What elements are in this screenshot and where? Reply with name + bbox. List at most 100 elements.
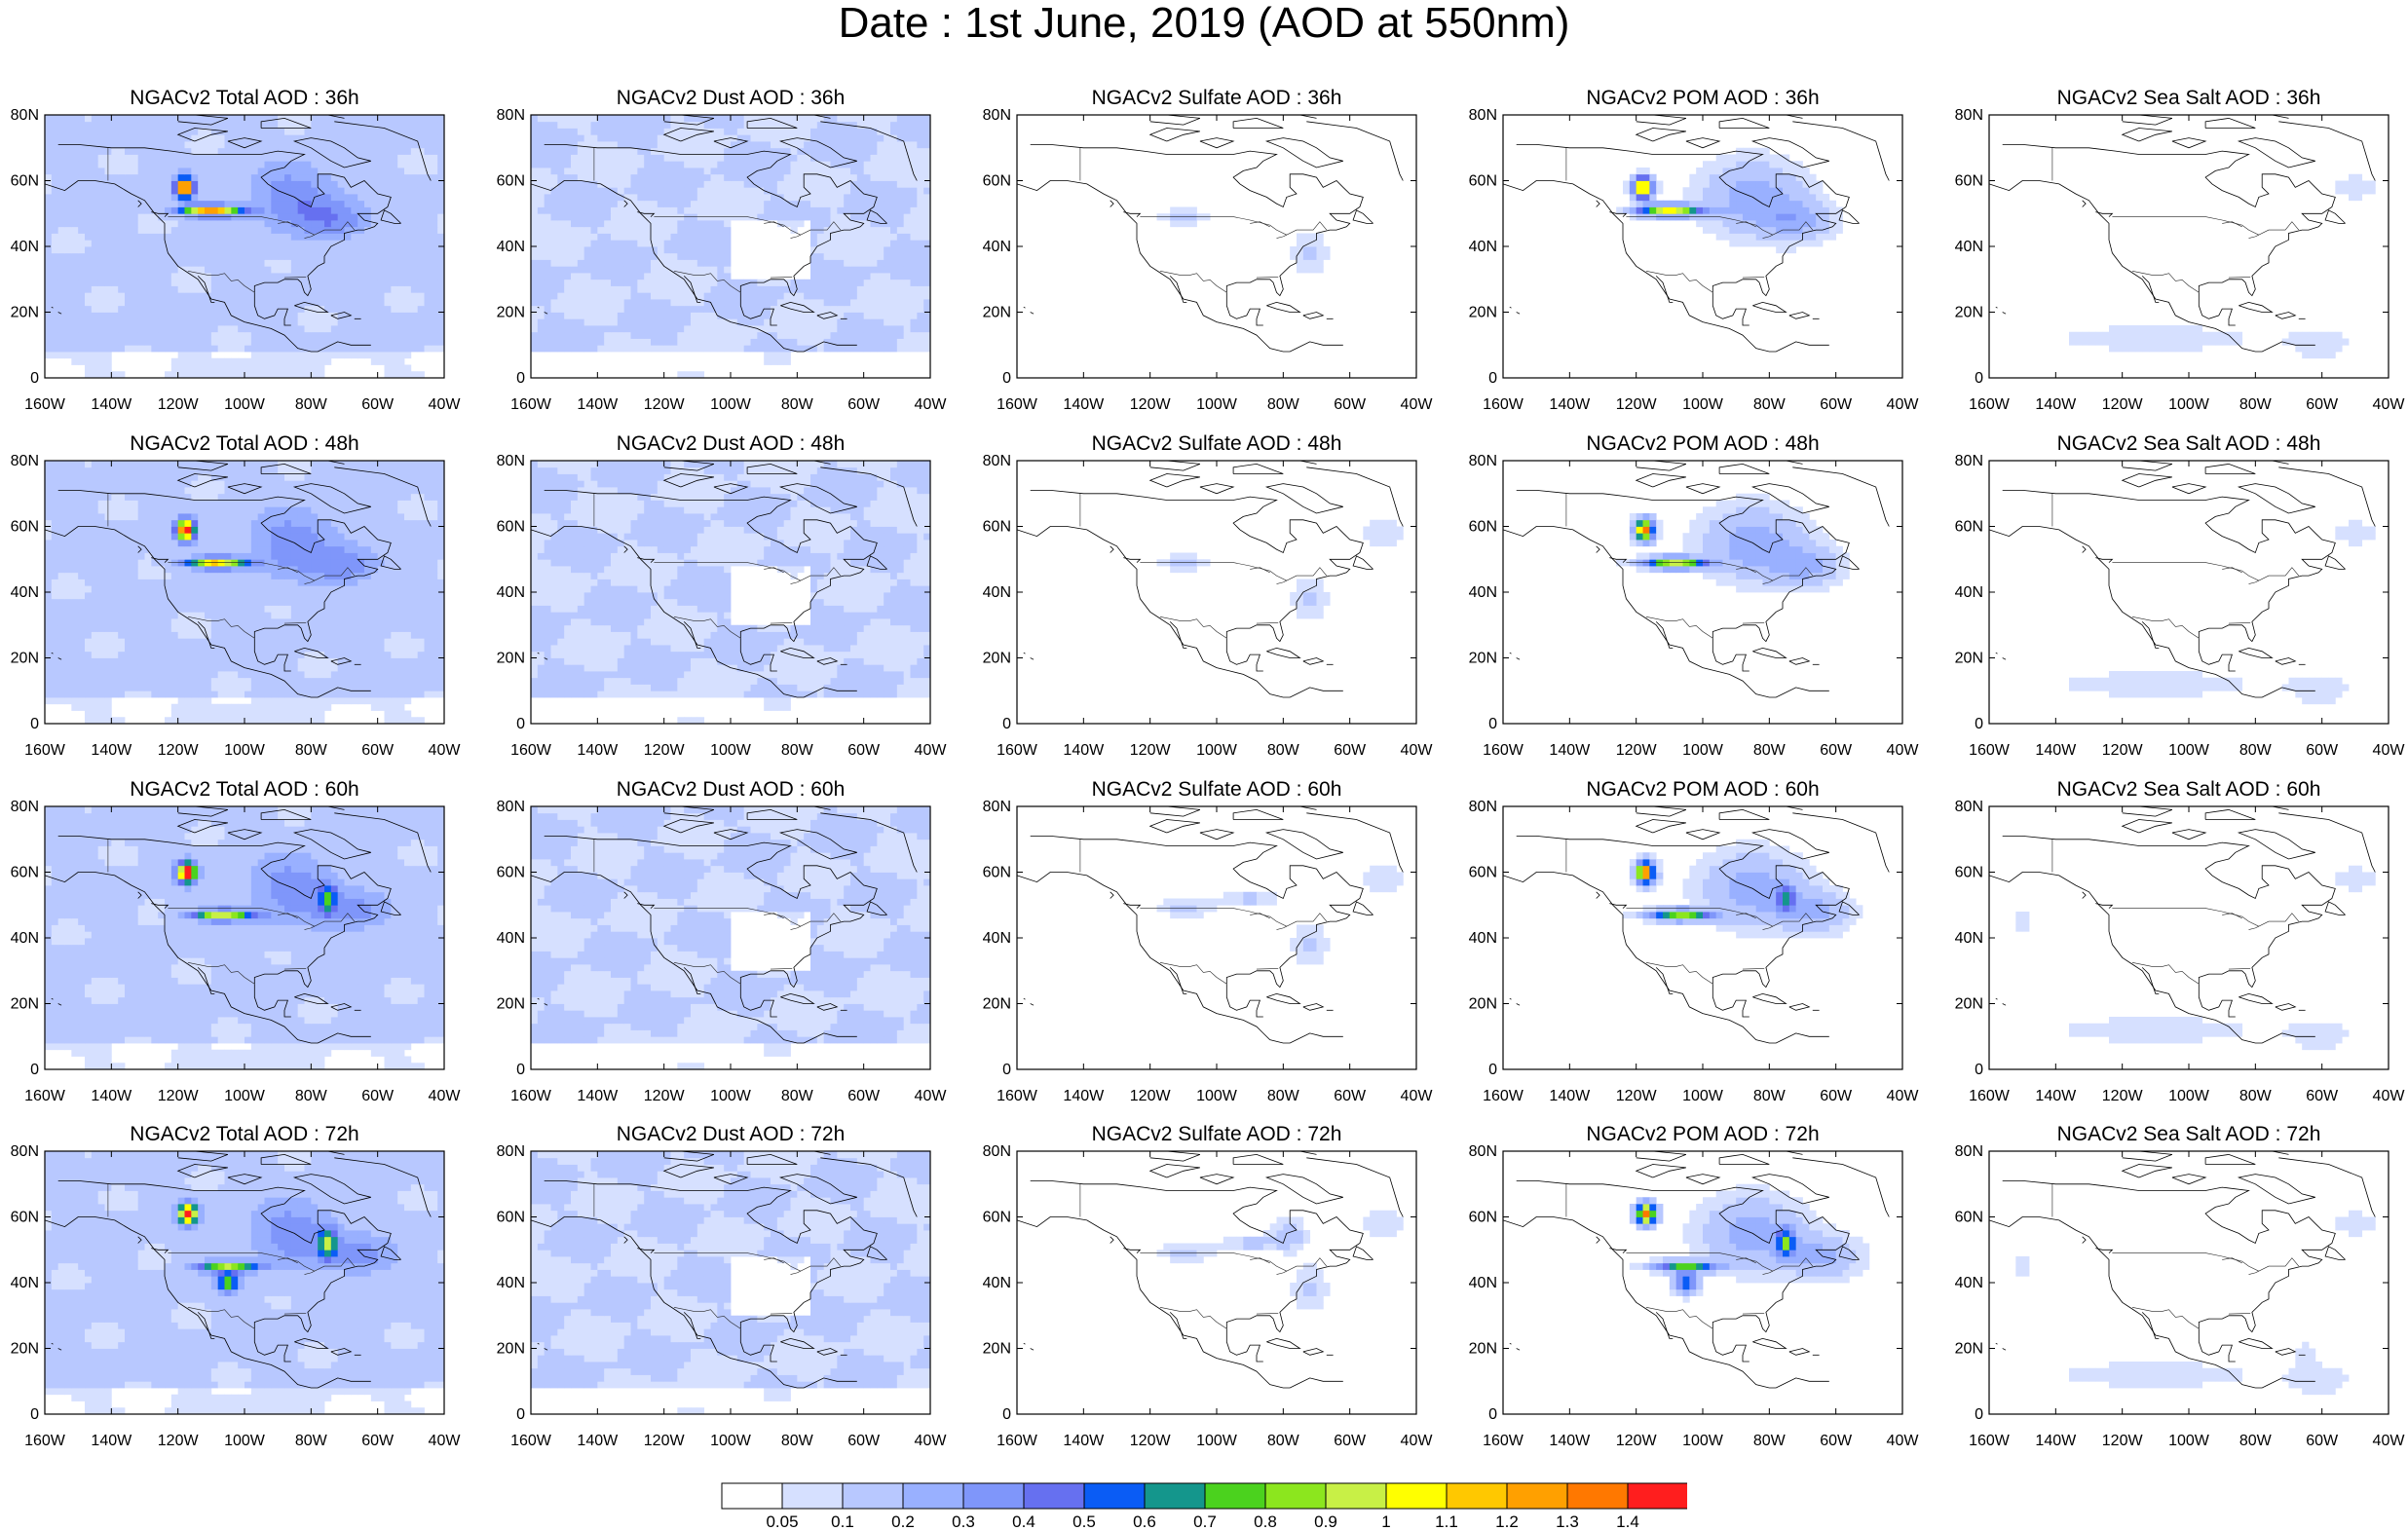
lon-tick-label: 60W xyxy=(361,742,395,759)
lat-tick-label: 80N xyxy=(11,799,39,815)
lon-tick-label: 40W xyxy=(1887,396,1920,413)
lon-tick-label: 40W xyxy=(2373,396,2406,413)
lon-tick-label: 100W xyxy=(224,742,266,759)
lon-tick-label: 80W xyxy=(295,396,328,413)
lat-tick-label: 0 xyxy=(1975,1062,1983,1078)
lat-tick-label: 60N xyxy=(497,865,525,881)
map-plot: 0 20N 40N 60N 80N 160W 140W 120W 100W 80W 60W 40W xyxy=(11,1143,462,1449)
political-borders xyxy=(1565,1183,1814,1329)
map-plot: 0 20N 40N 60N 80N 160W 140W 120W 100W 80W 60W 40W xyxy=(1469,1143,1920,1449)
colorbar-label: 1.1 xyxy=(1435,1512,1458,1531)
lon-tick-label: 100W xyxy=(2168,1088,2210,1104)
political-borders xyxy=(2051,839,2300,985)
panel-title: NGACv2 POM AOD : 72h xyxy=(1503,1122,1902,1147)
lat-tick-label: 80N xyxy=(983,107,1011,124)
lon-tick-label: 160W xyxy=(510,742,552,759)
lat-tick-label: 20N xyxy=(11,996,39,1013)
lon-tick-label: 60W xyxy=(1820,396,1853,413)
lat-tick-label: 60N xyxy=(497,173,525,190)
lon-tick-label: 80W xyxy=(2239,1433,2273,1449)
lon-tick-label: 160W xyxy=(510,396,552,413)
panel-title: NGACv2 Sea Salt AOD : 48h xyxy=(1989,431,2389,457)
aod-field xyxy=(1623,839,1863,939)
lon-tick-label: 40W xyxy=(915,1088,948,1104)
panel-title: NGACv2 Sea Salt AOD : 72h xyxy=(1989,1122,2389,1147)
lat-tick-label: 60N xyxy=(1955,173,1983,190)
lon-tick-label: 120W xyxy=(2102,742,2144,759)
lon-tick-label: 40W xyxy=(429,396,462,413)
lat-tick-label: 40N xyxy=(11,930,39,947)
panel-title: NGACv2 Dust AOD : 36h xyxy=(531,86,930,111)
lon-tick-label: 100W xyxy=(2168,396,2210,413)
lon-tick-label: 160W xyxy=(510,1433,552,1449)
aod-field xyxy=(45,806,445,1070)
lon-tick-label: 40W xyxy=(429,742,462,759)
panel-title: NGACv2 Sulfate AOD : 60h xyxy=(1017,777,1416,803)
lon-tick-label: 40W xyxy=(1401,1433,1434,1449)
map-plot: 0 20N 40N 60N 80N 160W 140W 120W 100W 80W 60W 40W xyxy=(983,107,1434,413)
lat-tick-label: 20N xyxy=(11,305,39,321)
lat-tick-label: 80N xyxy=(1955,799,1983,815)
lon-tick-label: 80W xyxy=(295,1088,328,1104)
colorbar-swatch xyxy=(902,1482,964,1510)
lon-tick-label: 140W xyxy=(1063,742,1105,759)
lat-tick-label: 0 xyxy=(30,370,39,387)
map-panel-dust-60h: NGACv2 Dust AOD : 60h 0 20N 40N 60N 80N 160W 14… xyxy=(486,777,973,1108)
political-borders xyxy=(107,493,356,639)
lon-tick-label: 160W xyxy=(997,396,1038,413)
panel-title: NGACv2 POM AOD : 48h xyxy=(1503,431,1902,457)
panel-title: NGACv2 POM AOD : 60h xyxy=(1503,777,1902,803)
coastlines xyxy=(1016,1150,1404,1389)
panel-title: NGACv2 Sulfate AOD : 48h xyxy=(1017,431,1416,457)
lon-tick-label: 140W xyxy=(2035,1088,2077,1104)
aod-field xyxy=(1616,493,1850,593)
lon-tick-label: 160W xyxy=(1483,396,1524,413)
lat-tick-label: 80N xyxy=(1955,1143,1983,1160)
lat-tick-label: 60N xyxy=(497,519,525,536)
lon-tick-label: 60W xyxy=(1334,1088,1367,1104)
lon-tick-label: 120W xyxy=(158,1433,200,1449)
colorbar-label: 0.05 xyxy=(766,1512,798,1531)
lat-tick-label: 80N xyxy=(1955,453,1983,469)
map-panel-sulfate-48h: NGACv2 Sulfate AOD : 48h 0 20N 40N 60N 80N 160… xyxy=(972,431,1459,763)
aod-field xyxy=(45,461,445,725)
lat-tick-label: 40N xyxy=(983,584,1011,601)
map-plot: 0 20N 40N 60N 80N 160W 140W 120W 100W 80W 60W 40W xyxy=(11,107,462,413)
lat-tick-label: 20N xyxy=(1469,305,1497,321)
coastlines xyxy=(1016,805,1404,1044)
map-panel-pom-36h: NGACv2 POM AOD : 36h 0 20N 40N 60N 80N 160W 140… xyxy=(1458,86,1945,417)
lon-tick-label: 160W xyxy=(24,396,66,413)
map-plot: 0 20N 40N 60N 80N 160W 140W 120W 100W 80W 60W 40W xyxy=(983,453,1434,759)
lon-tick-label: 120W xyxy=(1130,1088,1172,1104)
coastlines xyxy=(530,460,918,698)
aod-field xyxy=(1616,147,1843,254)
lon-tick-label: 100W xyxy=(1682,1433,1724,1449)
lat-tick-label: 20N xyxy=(497,651,525,667)
map-plot: 0 20N 40N 60N 80N 160W 140W 120W 100W 80W 60W 40W xyxy=(1955,453,2406,759)
lon-tick-label: 100W xyxy=(1196,1088,1238,1104)
lat-tick-label: 40N xyxy=(11,584,39,601)
lat-tick-label: 80N xyxy=(1469,107,1497,124)
lon-tick-label: 100W xyxy=(710,1433,752,1449)
map-panel-dust-72h: NGACv2 Dust AOD : 72h 0 20N 40N 60N 80N 160W 14… xyxy=(486,1122,973,1453)
aod-field xyxy=(531,461,931,725)
colorbar-swatch xyxy=(1144,1482,1206,1510)
coastlines xyxy=(530,805,918,1044)
lat-tick-label: 20N xyxy=(1955,996,1983,1013)
political-borders xyxy=(2051,147,2300,293)
lon-tick-label: 120W xyxy=(1130,742,1172,759)
lon-tick-label: 120W xyxy=(644,396,686,413)
panel-title: NGACv2 Total AOD : 60h xyxy=(45,777,444,803)
lat-tick-label: 0 xyxy=(516,1062,525,1078)
lat-tick-label: 20N xyxy=(1955,305,1983,321)
map-plot: 0 20N 40N 60N 80N 160W 140W 120W 100W 80W 60W 40W xyxy=(1955,799,2406,1104)
lat-tick-label: 60N xyxy=(11,1210,39,1226)
panel-title: NGACv2 Sea Salt AOD : 36h xyxy=(1989,86,2389,111)
political-borders xyxy=(593,493,842,639)
lon-tick-label: 100W xyxy=(2168,742,2210,759)
lon-tick-label: 40W xyxy=(1401,742,1434,759)
lat-tick-label: 0 xyxy=(1002,1062,1011,1078)
lon-tick-label: 80W xyxy=(1267,1088,1300,1104)
lon-tick-label: 100W xyxy=(710,742,752,759)
map-panel-seasalt-60h: NGACv2 Sea Salt AOD : 60h 0 20N 40N 60N 80N 16… xyxy=(1944,777,2408,1108)
